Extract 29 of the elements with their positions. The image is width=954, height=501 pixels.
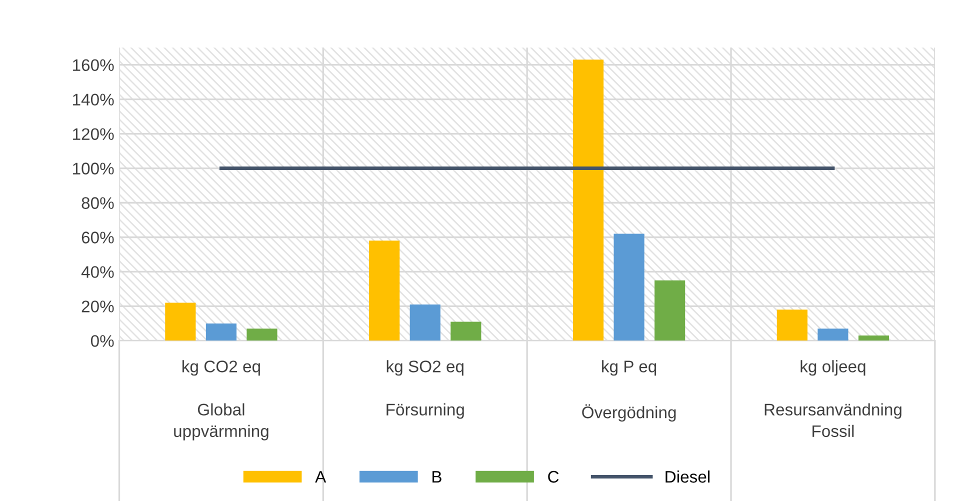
bar bbox=[858, 336, 890, 341]
bar bbox=[165, 302, 196, 341]
bar bbox=[450, 322, 482, 341]
y-tick-label: 100% bbox=[73, 162, 114, 174]
category-label: kg SO2 eq Försurning bbox=[386, 360, 464, 419]
category-label: kg P eq Övergödning bbox=[582, 360, 676, 422]
bar bbox=[572, 60, 604, 341]
legend-label: C bbox=[548, 470, 559, 483]
bar bbox=[206, 323, 237, 341]
y-tick-label: 160% bbox=[73, 59, 114, 72]
legend-label: B bbox=[432, 471, 442, 483]
y-tick-label: 140% bbox=[73, 94, 114, 106]
y-tick-label: 20% bbox=[82, 300, 114, 312]
y-tick-label: 120% bbox=[73, 128, 114, 140]
bar bbox=[776, 310, 808, 341]
category-label: kg CO2 eq Global uppvärmning bbox=[174, 360, 268, 440]
y-tick-label: 60% bbox=[82, 232, 114, 244]
legend-label: Diesel bbox=[666, 470, 710, 483]
category-label: kg oljeeq Resursanvändning Fossil bbox=[764, 360, 902, 438]
legend-label: A bbox=[315, 471, 326, 483]
bar bbox=[614, 234, 644, 341]
bar bbox=[818, 328, 848, 341]
bar bbox=[410, 304, 440, 341]
y-tick-label: 80% bbox=[82, 197, 114, 209]
y-tick-label: 0% bbox=[90, 335, 114, 347]
bar bbox=[369, 240, 400, 341]
bar bbox=[654, 280, 686, 341]
y-tick-label: 40% bbox=[81, 266, 114, 278]
bar bbox=[246, 328, 278, 341]
